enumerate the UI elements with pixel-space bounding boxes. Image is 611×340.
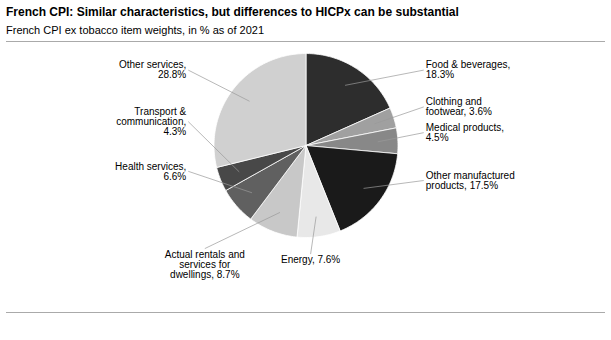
- svg-text:Food & beverages,18.3%: Food & beverages,18.3%: [426, 59, 511, 80]
- html-text:French CPI: Similar characteri: French CPI: Similar characteristics, but…: [6, 5, 459, 19]
- html-text:French CPI ex tobacco item wei: French CPI ex tobacco item weights, in %…: [6, 24, 264, 36]
- svg-text:Actual rentals andservices for: Actual rentals andservices fordwellings,…: [165, 249, 245, 280]
- svg-text:Other manufacturedproducts, 17: Other manufacturedproducts, 17.5%: [426, 170, 515, 191]
- svg-text:Health services,6.6%: Health services,6.6%: [115, 161, 186, 182]
- svg-text:Energy, 7.6%: Energy, 7.6%: [281, 254, 340, 265]
- svg-text:Transport &communication,4.3%: Transport &communication,4.3%: [116, 106, 186, 137]
- svg-text:Clothing andfootwear, 3.6%: Clothing andfootwear, 3.6%: [426, 96, 492, 117]
- svg-text:Other services,28.8%: Other services,28.8%: [119, 59, 186, 80]
- svg-text:Medical products,4.5%: Medical products,4.5%: [426, 122, 504, 143]
